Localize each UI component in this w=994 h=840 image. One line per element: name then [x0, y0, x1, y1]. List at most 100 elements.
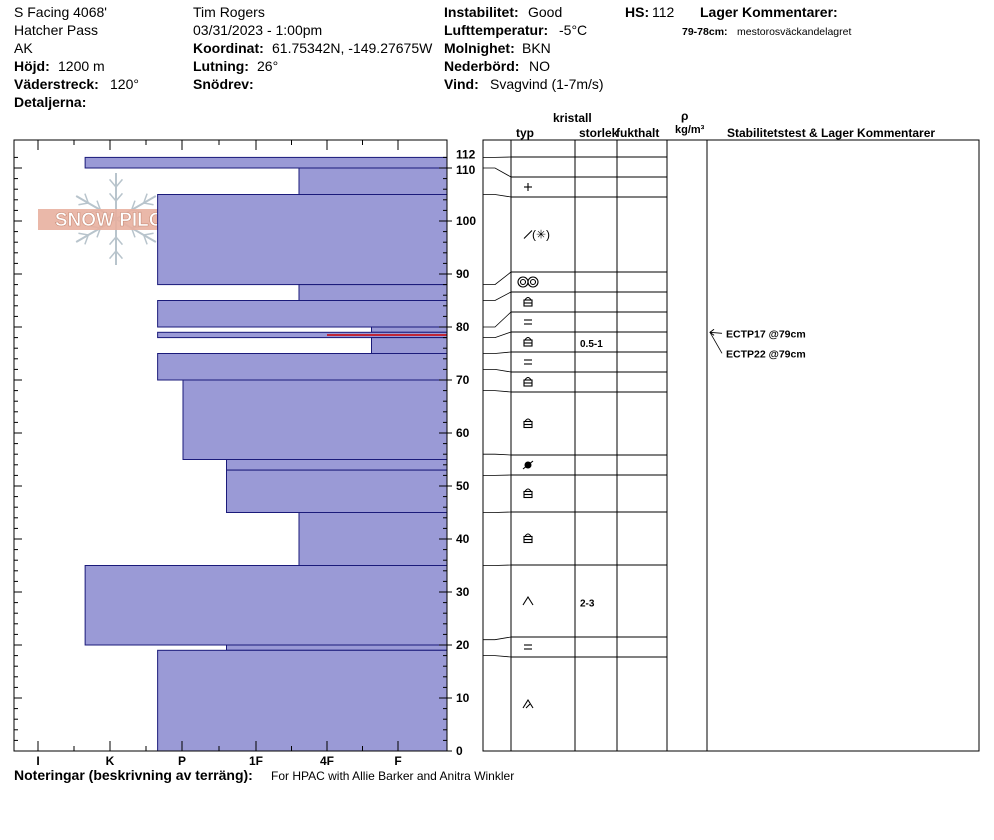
layer-comment-depth: 79-78cm: — [682, 26, 728, 38]
grain-connector — [483, 194, 512, 198]
hs-value: 112 — [652, 4, 675, 20]
facet-arc — [524, 418, 532, 422]
snowflake-branch — [96, 200, 102, 211]
precip-value: NO — [529, 58, 550, 74]
snowflake-branch — [143, 202, 154, 206]
coordinate-value: 61.75342N, -149.27675W — [272, 40, 433, 56]
hardness-label: 4F — [320, 754, 334, 768]
hardness-bar — [371, 326, 448, 333]
observation-datetime: 03/31/2023 - 1:00pm — [193, 22, 323, 38]
stability-arrow — [709, 332, 723, 354]
grain-connector — [483, 453, 512, 456]
facet-arc — [524, 376, 532, 381]
depth-hoar-a — [522, 698, 534, 709]
hardness-bar — [182, 379, 448, 460]
height-label: 10 — [456, 691, 470, 705]
hardness-label: I — [36, 754, 39, 768]
snowflake-branch — [115, 250, 124, 260]
melt-line — [522, 460, 534, 470]
location-line-1: S Facing 4068' — [14, 4, 107, 20]
grain-symbol-plus — [524, 183, 532, 191]
hardness-bar — [226, 459, 448, 471]
hs-label: HS: — [625, 4, 650, 20]
details-label: Detaljerna: — [14, 94, 87, 110]
sky-value: BKN — [522, 40, 551, 56]
hardness-bar — [84, 156, 448, 169]
snowflake-branch — [108, 178, 117, 188]
layer-comment-text: mestorosväckandelagret — [737, 26, 852, 38]
grain-connector — [483, 311, 512, 328]
facet-arc — [524, 296, 532, 301]
grain-connector — [483, 351, 512, 354]
density-unit: kg/m³ — [675, 124, 705, 136]
snowflake-branch — [78, 232, 89, 236]
frag-paren: (✳) — [532, 228, 550, 242]
drift-label: Snödrev: — [193, 76, 254, 92]
snowflake-branch — [84, 193, 89, 204]
round-outer — [517, 276, 529, 288]
grain-symbol-meltfreeze — [522, 460, 534, 470]
air-temp-label: Lufttemperatur: — [444, 22, 549, 38]
crystal-header: kristall — [553, 111, 592, 125]
wind-label: Vind: — [444, 76, 479, 92]
depth-hoar-b — [525, 703, 531, 709]
snowflake-branch — [143, 234, 148, 245]
slope-value: 26° — [257, 58, 279, 74]
moisture-header: fukthalt — [616, 126, 660, 140]
round-inner — [519, 278, 527, 286]
hardness-label: P — [178, 754, 186, 768]
grain-connector — [483, 655, 512, 658]
elevation-label: Höjd: — [14, 58, 50, 74]
height-label: 20 — [456, 638, 470, 652]
hardness-bar — [84, 565, 448, 646]
snowflake-branch — [115, 236, 124, 246]
height-label: 80 — [456, 320, 470, 334]
hardness-bar — [157, 649, 448, 752]
observer-name: Tim Rogers — [193, 4, 265, 20]
hardness-bar — [157, 300, 448, 328]
slope-label: Lutning: — [193, 58, 249, 74]
snowflake-branch — [78, 202, 89, 206]
grain-symbol-depthchain — [522, 698, 534, 709]
snowflake-branch — [84, 234, 89, 245]
height-label: 90 — [456, 267, 470, 281]
grain-symbol-rounds — [517, 276, 539, 288]
stability-arrowhead — [709, 328, 715, 336]
round-outer — [527, 276, 539, 288]
grain-symbol-facet — [523, 533, 533, 544]
hardness-bar — [371, 337, 448, 355]
height-label: 50 — [456, 479, 470, 493]
stability-tests: ECTP17 @79cm ECTP22 @79cm — [709, 328, 806, 360]
hardness-bar — [226, 644, 448, 651]
grain-symbol-facet — [523, 336, 533, 347]
snowflake-branch — [115, 178, 124, 188]
grain-symbol-facet — [523, 376, 533, 387]
depth-hoar — [522, 595, 534, 606]
hardness-bar — [298, 284, 448, 302]
height-label: 100 — [456, 214, 476, 228]
elevation-value: 1200 m — [58, 58, 105, 74]
height-label: 70 — [456, 373, 470, 387]
stability-test-label: ECTP17 @79cm — [726, 328, 806, 340]
air-temp-value: -5°C — [559, 22, 588, 38]
grain-connector — [483, 331, 512, 339]
frag-slash — [523, 230, 533, 239]
wind-value: Svagvind (1-7m/s) — [490, 76, 604, 92]
grain-table: (✳) 0.5-1 2-3 — [482, 139, 980, 752]
grain-size-label: 2-3 — [580, 599, 595, 610]
height-label: 0 — [456, 744, 463, 758]
grain-size-label: 0.5-1 — [580, 339, 603, 350]
notes-label: Noteringar (beskrivning av terräng): — [14, 767, 253, 783]
grain-connector — [483, 564, 512, 566]
hardness-label: F — [394, 754, 401, 768]
facet-arc — [524, 533, 532, 537]
hardness-bars — [84, 156, 448, 752]
grain-table-frame — [482, 139, 980, 752]
facet-arc — [524, 336, 532, 341]
stability-arrow — [709, 331, 723, 334]
density-symbol: ρ — [681, 109, 689, 123]
hardness-bar — [298, 167, 448, 195]
round-inner — [529, 278, 537, 286]
hardness-label: K — [106, 754, 115, 768]
